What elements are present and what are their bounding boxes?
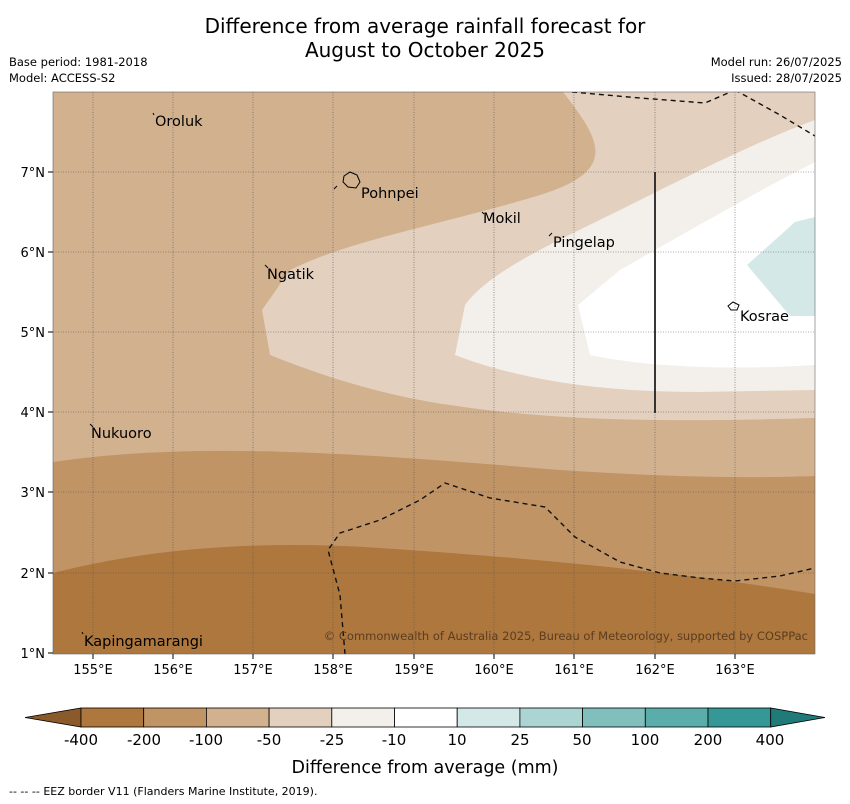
map-frame [52, 91, 816, 655]
kosrae-island-shape [727, 301, 740, 311]
x-tick-label: 159°E [394, 663, 434, 678]
x-tick-label: 156°E [153, 663, 193, 678]
colorbar-swatches [24, 707, 826, 728]
place-label: Kosrae [740, 309, 789, 325]
y-tick-label: 5°N [21, 326, 46, 341]
eez-border [327, 92, 815, 654]
oroluk-dot [152, 112, 155, 116]
colorbar: -400 -200 -100 -50 -25 -10 10 25 50 100 … [24, 707, 826, 778]
x-tick-label: 160°E [474, 663, 514, 678]
mokil-dot [481, 211, 485, 215]
region-plus10 [747, 217, 815, 316]
place-label: Mokil [483, 211, 521, 227]
pohnpei-island-shape [342, 171, 361, 189]
colorbar-title: Difference from average (mm) [291, 758, 558, 778]
y-tick-label: 1°N [21, 647, 46, 662]
colorbar-swatch [331, 707, 395, 728]
x-tick-label: 161°E [554, 663, 594, 678]
colorbar-tick-label: 10 [447, 731, 466, 749]
colorbar-tick-label: 50 [572, 731, 591, 749]
colorbar-tick-label: -200 [127, 731, 161, 749]
islands [81, 112, 740, 635]
colorbar-swatch [456, 707, 521, 728]
colorbar-tick-label: -100 [189, 731, 223, 749]
place-label: Oroluk [155, 114, 203, 130]
colorbar-extend-high [770, 707, 826, 728]
y-tick-label: 4°N [21, 406, 46, 421]
pohnpei-islet [333, 185, 338, 190]
colorbar-swatch [80, 707, 145, 728]
colorbar-tick-label: 25 [510, 731, 529, 749]
colorbar-tick-label: 400 [756, 731, 785, 749]
y-tick-label: 6°N [21, 246, 46, 261]
colorbar-swatch [644, 707, 709, 728]
eez-legend-text: EEZ border V11 (Flanders Marine Institut… [43, 785, 318, 798]
title-line-1: Difference from average rainfall forecas… [204, 14, 646, 38]
colorbar-tick-label: -10 [382, 731, 407, 749]
x-tick-label: 155°E [73, 663, 113, 678]
tick-marks [48, 171, 736, 659]
place-label: Pohnpei [361, 186, 419, 202]
colorbar-swatch [143, 707, 207, 728]
place-label: Kapingamarangi [84, 634, 203, 650]
model-name: Model: ACCESS-S2 [9, 71, 116, 85]
ngatik-dot [264, 264, 269, 269]
colorbar-swatch [582, 707, 646, 728]
x-tick-label: 162°E [635, 663, 675, 678]
colorbar-swatch [519, 707, 584, 728]
meta-right: Model run: 26/07/2025 Issued: 28/07/2025 [711, 54, 842, 86]
base-period: Base period: 1981-2018 [9, 55, 148, 69]
colorbar-swatch [205, 707, 270, 728]
y-tick-label: 2°N [21, 567, 46, 582]
colorbar-tick-label: -400 [64, 731, 98, 749]
pingelap-dot [548, 232, 553, 237]
region-minus200 [53, 545, 815, 654]
x-tick-label: 157°E [233, 663, 273, 678]
place-label: Pingelap [553, 235, 615, 251]
kapinga-dot [81, 631, 84, 635]
colorbar-swatch [268, 707, 333, 728]
model-run: Model run: 26/07/2025 [710, 55, 842, 69]
footer-legend: -- -- -- EEZ border V11 (Flanders Marine… [9, 785, 317, 798]
colorbar-tick-label: -25 [320, 731, 345, 749]
colorbar-tick-label: 100 [631, 731, 660, 749]
place-label: Ngatik [267, 267, 315, 283]
issued-date: Issued: 28/07/2025 [731, 71, 842, 85]
colorbar-tick-label: -50 [257, 731, 282, 749]
map-area: Oroluk Pohnpei Mokil Pingelap Ngatik Kos… [53, 92, 815, 654]
colorbar-labels: -400 -200 -100 -50 -25 -10 10 25 50 100 … [64, 731, 784, 749]
map-title: Difference from average rainfall forecas… [0, 14, 850, 62]
eez-line-symbol: -- -- -- [9, 785, 40, 798]
y-tick-label: 7°N [21, 166, 46, 181]
meta-left: Base period: 1981-2018 Model: ACCESS-S2 [9, 54, 148, 86]
colorbar-extend-low [24, 707, 82, 728]
copyright-text: © Commonwealth of Australia 2025, Bureau… [324, 629, 808, 643]
colorbar-swatch [394, 707, 458, 728]
x-tick-label: 158°E [313, 663, 353, 678]
nukuoro-dot [89, 423, 94, 428]
colorbar-swatch [707, 707, 772, 728]
place-label: Nukuoro [91, 426, 152, 442]
x-tick-label: 163°E [715, 663, 755, 678]
title-line-2: August to October 2025 [304, 38, 546, 62]
region-neutral [578, 162, 815, 368]
y-tick-label: 3°N [21, 486, 46, 501]
colorbar-tick-label: 200 [694, 731, 723, 749]
